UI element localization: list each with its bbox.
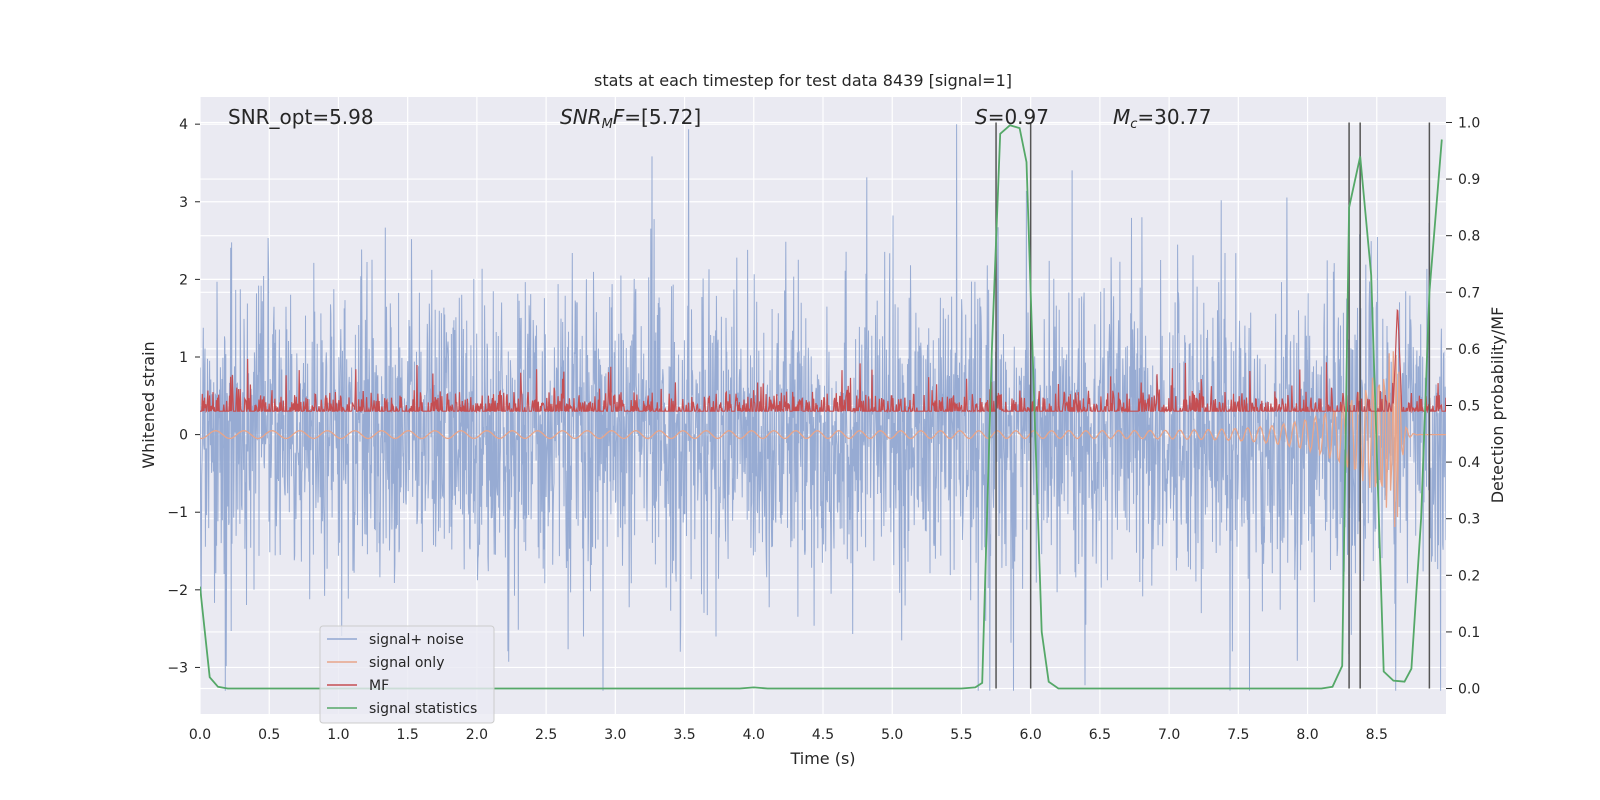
y-left-tick-label: −1 [167, 505, 188, 521]
annotation-mc-symbol: M [1113, 105, 1130, 129]
y-right-tick-label: 0.5 [1458, 399, 1480, 415]
line-mf [200, 308, 1446, 414]
x-tick-label: 2.0 [466, 727, 488, 743]
chart-title: stats at each timestep for test data 843… [594, 71, 1012, 90]
x-tick-label: 4.0 [743, 727, 765, 743]
y-right-tick-label: 0.3 [1458, 512, 1480, 528]
x-tick-label: 0.0 [189, 727, 211, 743]
y-right-tick-label: 0.1 [1458, 625, 1480, 641]
y-right-tick-label: 0.2 [1458, 568, 1480, 584]
annotation-mc: Mc=30.77 [1113, 105, 1211, 132]
annotation-snr-mf-sub: M [602, 117, 613, 132]
y-left-tick-label: 0 [179, 428, 188, 444]
x-tick-label: 5.0 [881, 727, 903, 743]
mf-series [200, 308, 1446, 414]
y-right-tick-label: 0.8 [1458, 229, 1480, 245]
x-tick-label: 6.5 [1089, 727, 1111, 743]
y-left-tick-label: −3 [167, 660, 188, 676]
annotation-snr-mf-value: =[5.72] [624, 105, 701, 129]
y-axis-left-ticks: 4 3 2 1 0 −1 −2 −3 [167, 117, 200, 676]
y-axis-right-label: Detection probability/MF [1488, 307, 1507, 504]
x-tick-label: 7.5 [1227, 727, 1249, 743]
x-tick-label: 0.5 [258, 727, 280, 743]
annotation-snr-opt: SNR_opt=5.98 [228, 105, 374, 129]
y-right-tick-label: 0.6 [1458, 342, 1480, 358]
y-left-tick-label: 4 [179, 117, 188, 133]
y-left-tick-label: 2 [179, 272, 188, 288]
y-axis-right-ticks: 1.0 0.9 0.8 0.7 0.6 0.5 0.4 0.3 0.2 0.1 0.0 [1446, 115, 1480, 698]
y-left-tick-label: 3 [179, 195, 188, 211]
annotation-s: S=0.97 [975, 105, 1049, 129]
signal-statistics-series [200, 124, 1443, 690]
y-right-tick-label: 1.0 [1458, 115, 1480, 131]
annotation-mc-value: =30.77 [1137, 105, 1211, 129]
legend-label-signal-noise: signal+ noise [369, 632, 464, 648]
line-signal-statistics [200, 124, 1443, 690]
signal-only-series [200, 351, 1446, 528]
y-right-tick-label: 0.7 [1458, 285, 1480, 301]
y-right-tick-label: 0.9 [1458, 172, 1480, 188]
legend-label-mf: MF [369, 678, 389, 694]
annotation-s-symbol: S [975, 105, 988, 129]
x-axis-label: Time (s) [789, 749, 855, 768]
x-tick-label: 4.5 [812, 727, 834, 743]
x-tick-label: 3.0 [604, 727, 626, 743]
x-tick-label: 5.5 [950, 727, 972, 743]
line-signal-plus-noise [200, 124, 1446, 691]
legend-label-signal-statistics: signal statistics [369, 701, 477, 717]
annotation-snr-mf-f: F [613, 105, 625, 129]
x-tick-label: 6.0 [1020, 727, 1042, 743]
x-tick-label: 3.5 [673, 727, 695, 743]
x-axis-ticks: 0.0 0.5 1.0 1.5 2.0 2.5 3.0 3.5 4.0 4.5 5.0 5.5 6.0 6… [189, 727, 1388, 743]
y-right-tick-label: 0.0 [1458, 682, 1480, 698]
annotation-mc-sub: c [1130, 117, 1137, 132]
legend-box [319, 625, 495, 724]
annotation-snr-mf: SNRMF=[5.72] [560, 105, 701, 132]
x-tick-label: 7.0 [1158, 727, 1180, 743]
annotation-snr-mf-main: SNR [560, 105, 602, 129]
x-tick-label: 1.0 [327, 727, 349, 743]
legend: signal+ noise signal only MF signal stat… [319, 625, 495, 724]
y-axis-left-label: Whitened strain [139, 341, 158, 468]
signal-plus-noise-series [200, 124, 1446, 691]
y-right-tick-label: 0.4 [1458, 455, 1480, 471]
line-signal-only [200, 351, 1446, 528]
x-tick-label: 8.5 [1366, 727, 1388, 743]
y-left-tick-label: −2 [167, 583, 188, 599]
legend-label-signal-only: signal only [369, 655, 444, 671]
x-tick-label: 8.0 [1296, 727, 1318, 743]
annotation-s-value: =0.97 [988, 105, 1049, 129]
x-tick-label: 2.5 [535, 727, 557, 743]
y-left-tick-label: 1 [179, 350, 188, 366]
x-tick-label: 1.5 [397, 727, 419, 743]
